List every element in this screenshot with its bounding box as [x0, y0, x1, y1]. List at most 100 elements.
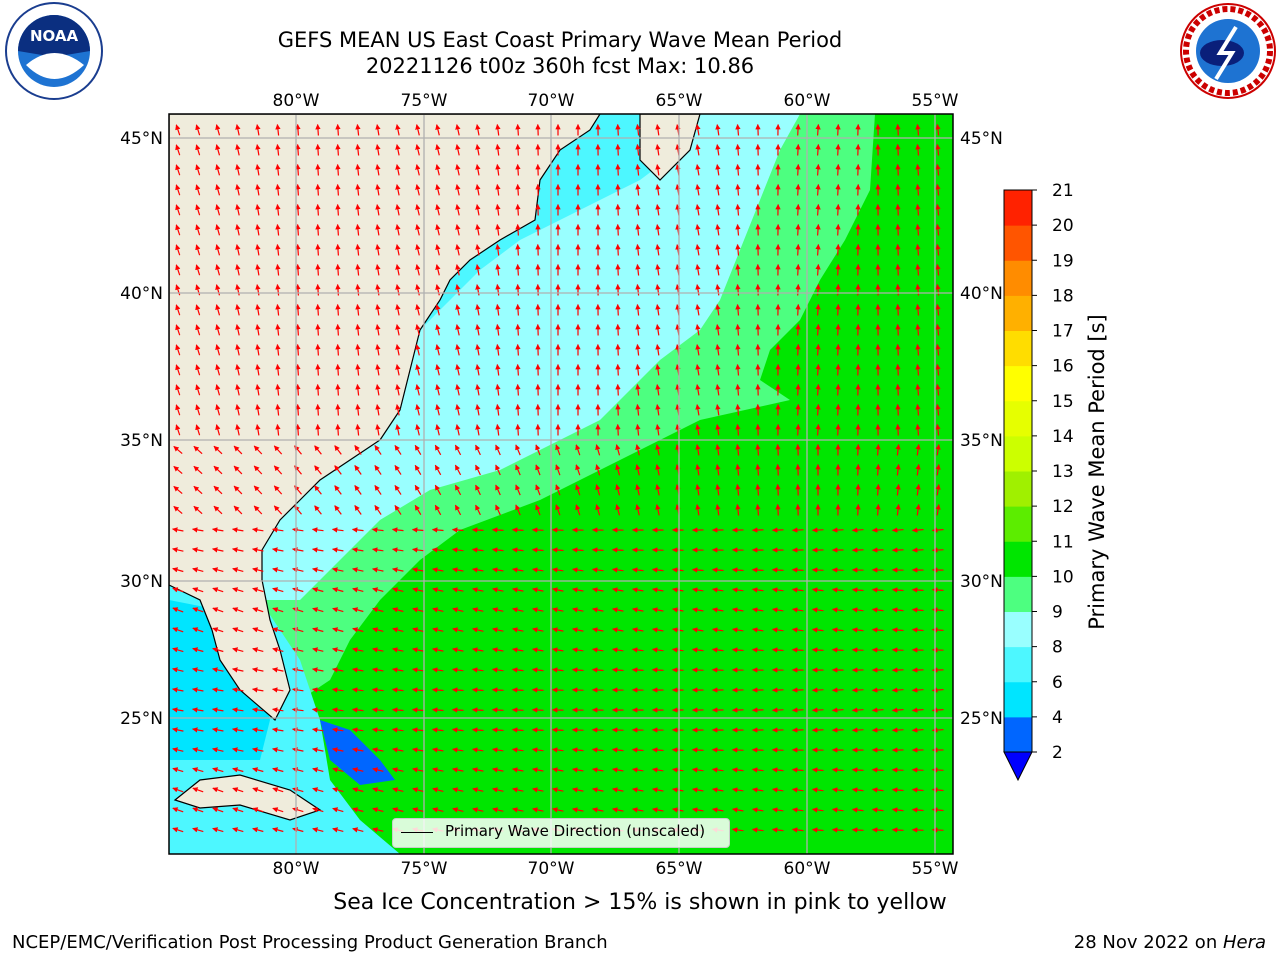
- wave-direction-arrow: [531, 727, 544, 733]
- wave-direction-arrow: [235, 244, 241, 256]
- wave-direction-arrow: [335, 123, 341, 136]
- wave-direction-arrow: [412, 607, 424, 613]
- wave-direction-arrow: [635, 123, 641, 136]
- wave-direction-arrow: [172, 587, 184, 593]
- wave-direction-arrow: [695, 324, 701, 336]
- wave-direction-arrow: [571, 667, 584, 673]
- wave-direction-arrow: [555, 484, 561, 496]
- wave-direction-arrow: [692, 607, 704, 613]
- period-field-gulf-4-6s: [169, 600, 270, 760]
- colorbar: 2 4 6 8 9 10 11 12 13 14 15 16 17 18 19 20 21: [1003, 181, 1074, 782]
- wave-direction-arrow: [552, 787, 564, 793]
- lat-tick-left: 40°N: [120, 284, 163, 304]
- wave-direction-arrow: [715, 384, 721, 396]
- wave-direction-arrow: [532, 647, 544, 653]
- wave-direction-arrow: [615, 263, 621, 276]
- wave-direction-arrow: [195, 364, 201, 376]
- wave-direction-arrow: [815, 403, 821, 416]
- wave-direction-arrow: [851, 627, 864, 633]
- wave-direction-arrow: [815, 123, 821, 136]
- wave-direction-arrow: [193, 465, 203, 475]
- wave-direction-arrow: [831, 647, 844, 653]
- wave-direction-arrow: [192, 787, 204, 793]
- wave-direction-arrow: [255, 364, 261, 376]
- wave-direction-arrow: [335, 263, 341, 276]
- wave-direction-arrow: [272, 647, 284, 653]
- wave-direction-arrow: [432, 667, 444, 673]
- wave-direction-arrow: [392, 627, 404, 633]
- lat-tick-right: 35°N: [960, 431, 1003, 451]
- lon-tick-bottom: 65°W: [656, 859, 703, 879]
- wave-direction-arrow: [911, 607, 924, 613]
- colorbar-segment: [1004, 400, 1032, 437]
- wave-direction-arrow: [232, 807, 244, 813]
- colorbar-segment: [1004, 225, 1032, 261]
- wave-direction-arrow: [792, 607, 804, 613]
- wave-direction-arrow: [235, 384, 241, 396]
- wave-direction-arrow: [571, 547, 584, 553]
- wave-direction-arrow: [235, 344, 241, 356]
- wave-direction-arrow: [272, 747, 284, 753]
- wave-direction-arrow: [495, 263, 501, 276]
- wave-direction-arrow: [355, 183, 361, 196]
- wave-direction-arrow: [815, 323, 821, 336]
- wave-direction-arrow: [375, 244, 381, 256]
- wave-direction-arrow: [815, 243, 821, 256]
- wave-direction-arrow: [334, 505, 342, 515]
- wave-direction-arrow: [275, 323, 281, 336]
- wave-direction-arrow: [332, 767, 344, 773]
- wave-direction-arrow: [735, 443, 741, 456]
- wave-direction-arrow: [475, 364, 481, 376]
- wave-direction-arrow: [695, 484, 701, 496]
- wave-direction-arrow: [255, 344, 261, 356]
- wave-direction-arrow: [212, 787, 224, 793]
- wave-direction-arrow: [715, 464, 721, 476]
- wave-direction-arrow: [215, 324, 221, 336]
- wave-direction-arrow: [611, 567, 624, 573]
- wave-direction-arrow: [412, 587, 424, 593]
- wave-direction-arrow: [335, 203, 341, 216]
- wave-direction-arrow: [232, 787, 244, 793]
- wave-direction-arrow: [292, 607, 304, 613]
- lon-tick-top: 65°W: [656, 91, 703, 111]
- wave-direction-arrow: [212, 747, 224, 753]
- wave-direction-arrow: [515, 163, 521, 176]
- wave-direction-arrow: [332, 787, 344, 793]
- wave-direction-arrow: [635, 323, 641, 336]
- wave-direction-arrow: [235, 184, 241, 196]
- colorbar-tick-label: 15: [1052, 392, 1074, 412]
- wave-direction-arrow: [352, 587, 364, 593]
- wave-direction-arrow: [272, 767, 284, 773]
- wave-direction-arrow: [935, 203, 941, 216]
- wave-direction-arrow: [511, 747, 524, 753]
- lon-ticks-top: 80°W 75°W 70°W 65°W 60°W 55°W: [273, 91, 959, 111]
- wave-direction-arrow: [532, 767, 544, 773]
- wave-direction-arrow: [172, 627, 184, 633]
- wave-direction-arrow: [572, 767, 584, 773]
- colorbar-tick-label: 2: [1052, 743, 1063, 763]
- wave-direction-arrow: [334, 485, 342, 495]
- wave-direction-arrow: [775, 443, 781, 456]
- wave-direction-arrow: [354, 445, 362, 455]
- wave-direction-arrow: [455, 344, 461, 356]
- wave-direction-arrow: [454, 464, 462, 476]
- wave-direction-arrow: [915, 243, 921, 256]
- wave-direction-arrow: [172, 747, 184, 753]
- wave-direction-arrow: [532, 787, 544, 793]
- wave-direction-arrow: [371, 707, 384, 713]
- wave-direction-arrow: [292, 527, 304, 533]
- wave-direction-arrow: [511, 727, 524, 733]
- wave-direction-arrow: [273, 485, 283, 495]
- wave-direction-arrow: [935, 143, 941, 156]
- wave-direction-arrow: [911, 687, 924, 693]
- wave-direction-arrow: [895, 383, 901, 396]
- wave-direction-arrow: [392, 667, 404, 673]
- wave-direction-arrow: [392, 567, 404, 573]
- wave-direction-arrow: [415, 364, 421, 376]
- wave-direction-arrow: [895, 123, 901, 136]
- wave-direction-arrow: [652, 767, 664, 773]
- wave-direction-arrow: [431, 707, 444, 713]
- wave-direction-arrow: [735, 203, 741, 216]
- wave-direction-arrow: [735, 463, 741, 476]
- wave-direction-arrow: [395, 264, 401, 276]
